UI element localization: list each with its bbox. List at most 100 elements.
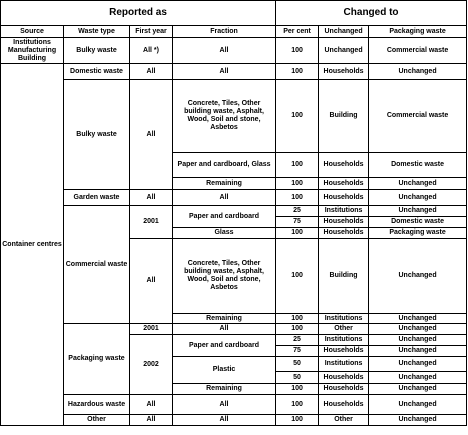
fraction-cell: Plastic (171, 356, 277, 384)
waste-type-cell: Bulky waste (63, 37, 130, 64)
unchanged-cell: Households (318, 394, 370, 415)
per-cent-cell: 100 (275, 383, 320, 395)
fraction-cell: Paper and cardboard (171, 334, 277, 357)
table-row: Hazardous waste All All 100 Households U… (1, 394, 468, 415)
per-cent-cell: 100 (275, 238, 320, 314)
unchanged-cell: Households (318, 189, 370, 206)
unchanged-cell: Other (318, 323, 370, 335)
packaging-cell: Unchanged (368, 313, 468, 324)
group-header-row: Reported as Changed to (0, 0, 468, 26)
unchanged-cell: Households (318, 227, 370, 239)
fraction-cell: All (171, 323, 277, 335)
per-cent-cell: 100 (275, 63, 320, 80)
table-row: Other All All 100 Other Unchanged (1, 414, 468, 426)
first-year-cell: 2001 (129, 323, 173, 335)
unchanged-cell: Institutions (318, 313, 370, 324)
per-cent-cell: 25 (275, 205, 320, 217)
packaging-cell: Unchanged (368, 334, 468, 346)
table-row: Institutions Manufacturing Building Bulk… (0, 37, 468, 64)
fraction-cell: Remaining (171, 177, 277, 190)
per-cent-cell: 50 (275, 371, 320, 384)
per-cent-cell: 100 (275, 79, 320, 153)
fraction-cell: All (171, 189, 277, 206)
packaging-cell: Unchanged (368, 323, 468, 335)
fraction-cell: All (171, 394, 277, 415)
packaging-cell: Domestic waste (368, 152, 468, 178)
waste-reclassification-table: Reported as Changed to Source Waste type… (0, 0, 468, 426)
unchanged-cell: Unchanged (318, 37, 370, 64)
table-row: 75 Households Domestic waste (1, 216, 468, 228)
table-row: Container centres Domestic waste All All… (0, 63, 468, 426)
column-header-first-year: First year (129, 25, 173, 38)
waste-type-cell: Domestic waste (63, 63, 130, 80)
group-header-reported-as: Reported as (0, 0, 277, 26)
per-cent-cell: 100 (275, 152, 320, 178)
per-cent-cell: 100 (275, 177, 320, 190)
fraction-cell: Paper and cardboard (171, 205, 277, 228)
per-cent-cell: 100 (275, 227, 320, 239)
packaging-cell: Packaging waste (368, 227, 468, 239)
first-year-cell: All (129, 238, 173, 324)
packaging-cell: Commercial waste (368, 37, 468, 64)
fraction-cell: Remaining (171, 383, 277, 395)
fraction-cell: All (171, 37, 277, 64)
column-header-row: Source Waste type First year Fraction Pe… (0, 25, 468, 38)
table-row: Garden waste All All 100 Households Unch… (1, 189, 468, 206)
column-header-packaging-waste: Packaging waste (368, 25, 468, 38)
source-cell: Institutions Manufacturing Building (0, 37, 64, 64)
per-cent-cell: 100 (275, 189, 320, 206)
waste-type-cell: Packaging waste (63, 323, 130, 395)
packaging-cell: Unchanged (368, 189, 468, 206)
per-cent-cell: 100 (275, 323, 320, 335)
unchanged-cell: Institutions (318, 334, 370, 346)
unchanged-cell: Households (318, 383, 370, 395)
packaging-cell: Unchanged (368, 383, 468, 395)
first-year-cell: 2002 (129, 334, 173, 395)
packaging-cell: Unchanged (368, 177, 468, 190)
packaging-cell: Unchanged (368, 356, 468, 372)
packaging-cell: Commercial waste (368, 79, 468, 153)
table-row: Paper and cardboard, Glass 100 Household… (1, 152, 468, 178)
first-year-cell: All (129, 189, 173, 206)
table-row: Packaging waste 2001 All 100 Other Uncha… (1, 323, 468, 395)
table-row: Commercial waste 2001 Paper and cardboar… (1, 205, 468, 324)
first-year-cell: All *) (129, 37, 173, 64)
fraction-cell: Remaining (171, 313, 277, 324)
packaging-cell: Unchanged (368, 205, 468, 217)
group-header-changed-to: Changed to (275, 0, 468, 26)
per-cent-cell: 100 (275, 414, 320, 426)
fraction-cell: Paper and cardboard, Glass (171, 152, 277, 178)
unchanged-cell: Households (318, 152, 370, 178)
unchanged-cell: Households (318, 345, 370, 357)
packaging-cell: Unchanged (368, 394, 468, 415)
unchanged-cell: Institutions (318, 205, 370, 217)
packaging-cell: Unchanged (368, 371, 468, 384)
packaging-cell: Unchanged (368, 63, 468, 80)
unchanged-cell: Households (318, 371, 370, 384)
fraction-cell: Concrete, Tiles, Other building waste, A… (171, 238, 277, 314)
fraction-cell: Glass (171, 227, 277, 239)
waste-type-cell: Commercial waste (63, 205, 130, 324)
table-row: Plastic 50 Institutions Unchanged (1, 356, 468, 384)
packaging-cell: Unchanged (368, 414, 468, 426)
waste-type-cell: Other (63, 414, 130, 426)
unchanged-cell: Households (318, 216, 370, 228)
first-year-cell: 2001 (129, 205, 173, 239)
packaging-cell: Unchanged (368, 345, 468, 357)
unchanged-cell: Building (318, 79, 370, 153)
unchanged-cell: Institutions (318, 356, 370, 372)
fraction-cell: All (171, 63, 277, 80)
table-row: All Concrete, Tiles, Other building wast… (1, 238, 468, 324)
per-cent-cell: 50 (275, 356, 320, 372)
table-row: Bulky waste All Concrete, Tiles, Other b… (1, 79, 468, 190)
per-cent-cell: 75 (275, 216, 320, 228)
packaging-cell: Unchanged (368, 238, 468, 314)
per-cent-cell: 100 (275, 394, 320, 415)
source-cell: Container centres (0, 63, 64, 426)
unchanged-cell: Other (318, 414, 370, 426)
packaging-cell: Domestic waste (368, 216, 468, 228)
unchanged-cell: Building (318, 238, 370, 314)
unchanged-cell: Households (318, 177, 370, 190)
unchanged-cell: Households (318, 63, 370, 80)
fraction-cell: All (171, 414, 277, 426)
